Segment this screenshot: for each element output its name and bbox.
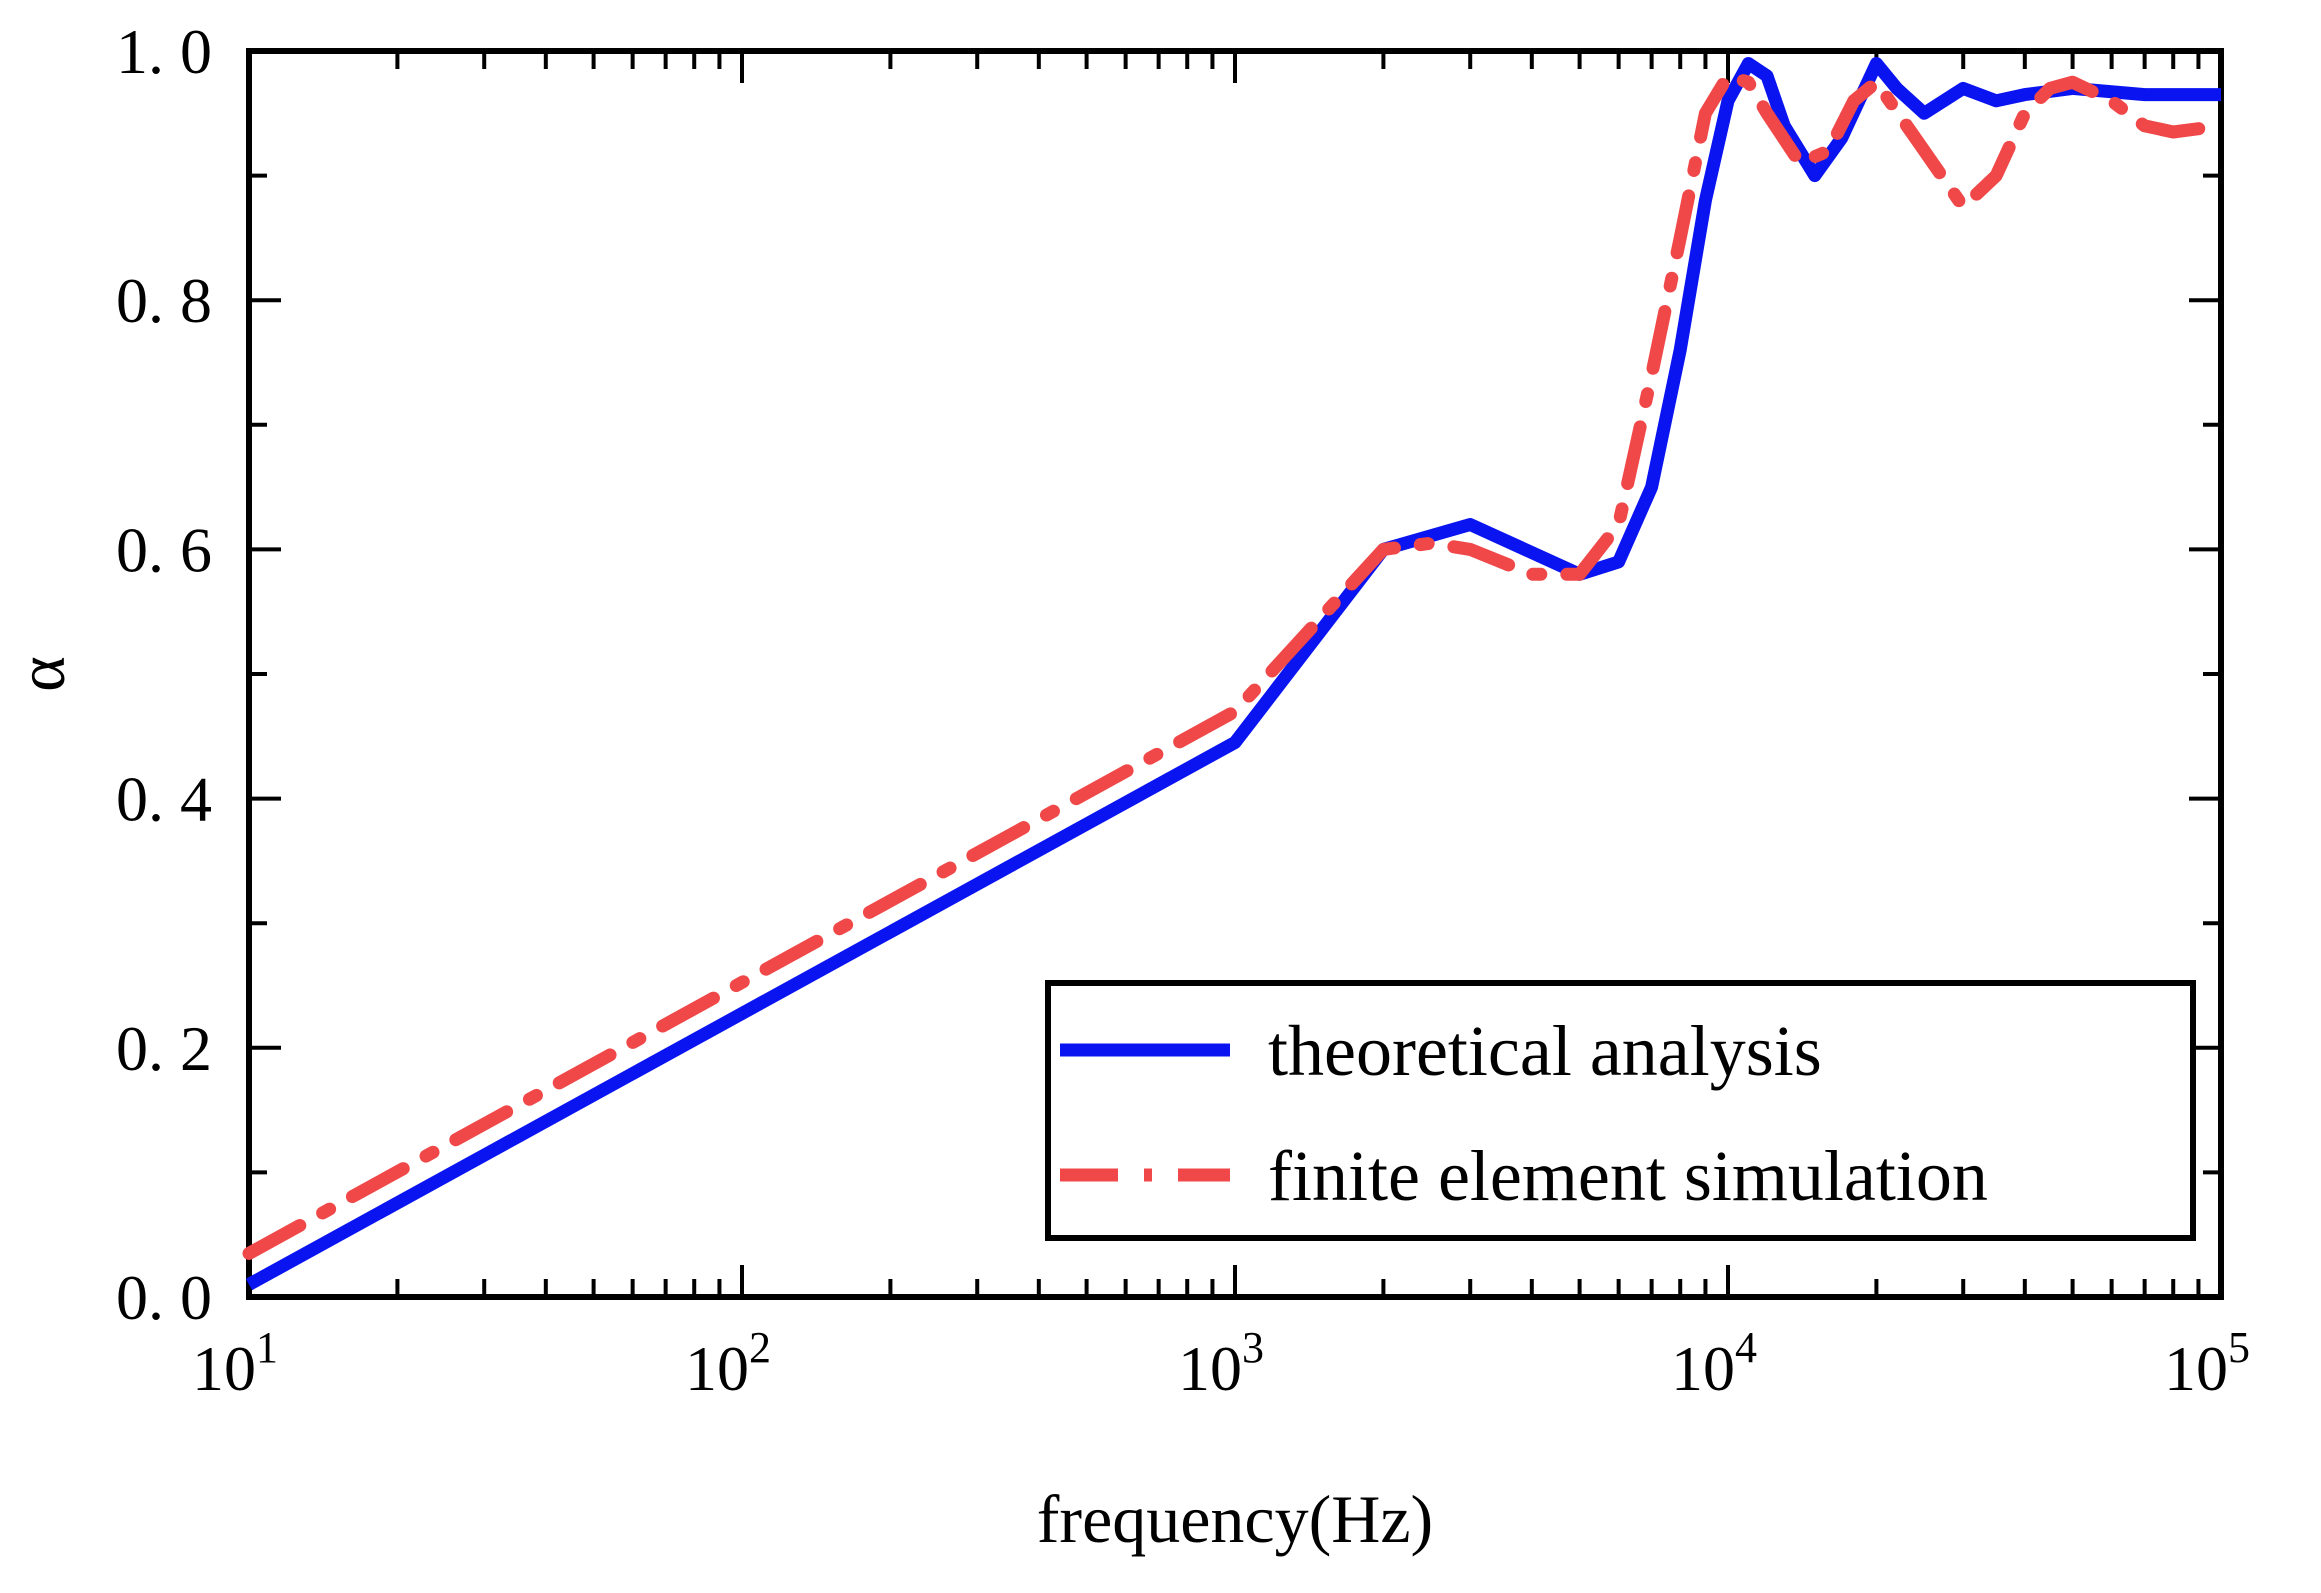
series-line-fem [242,69,2228,1260]
x-tick-label: 103 [1178,1323,1264,1404]
legend-box [1045,980,2196,1241]
x-tick-label: 104 [1671,1323,1757,1404]
y-tick-label: 0. 8 [116,265,212,336]
x-tick-label-exponent: 2 [749,1323,771,1372]
x-tick-label-base: 10 [1178,1333,1242,1404]
x-tick-label: 105 [2164,1323,2250,1404]
x-tick-label-exponent: 5 [2228,1323,2250,1372]
x-tick-label: 102 [685,1323,771,1404]
x-tick-label-exponent: 3 [1242,1323,1264,1372]
x-tick-label-base: 10 [2164,1333,2228,1404]
y-tick-label: 0. 6 [116,514,212,585]
series-layer [242,57,2228,1291]
x-tick-label-exponent: 4 [1735,1323,1757,1372]
y-tick-label: 0. 2 [116,1013,212,1084]
x-tick-label: 101 [192,1323,278,1404]
x-tick-label-base: 10 [1671,1333,1735,1404]
x-axis-title: frequency(Hz) [1037,1481,1433,1557]
x-tick-label-base: 10 [685,1333,749,1404]
x-tick-label-exponent: 1 [256,1323,278,1372]
y-tick-label: 1. 0 [116,16,212,87]
legend-label-fem: finite element simulation [1268,1136,1988,1216]
legend: theoretical analysis finite element simu… [1045,980,2196,1241]
series-line-theoretical [245,57,2221,1291]
x-tick-label-base: 10 [192,1333,256,1404]
y-ticks: 0. 0 0. 2 0. 4 0. 6 0. 8 1. 0 [116,16,2221,1333]
y-tick-label: 0. 4 [116,764,212,835]
x-ticks: 101 102 103 104 105 [192,51,2250,1404]
legend-label-theoretical: theoretical analysis [1268,1011,1822,1091]
y-axis-title: α [3,656,79,692]
minor-ticks [395,51,2201,1297]
y-tick-label: 0. 0 [116,1262,212,1333]
